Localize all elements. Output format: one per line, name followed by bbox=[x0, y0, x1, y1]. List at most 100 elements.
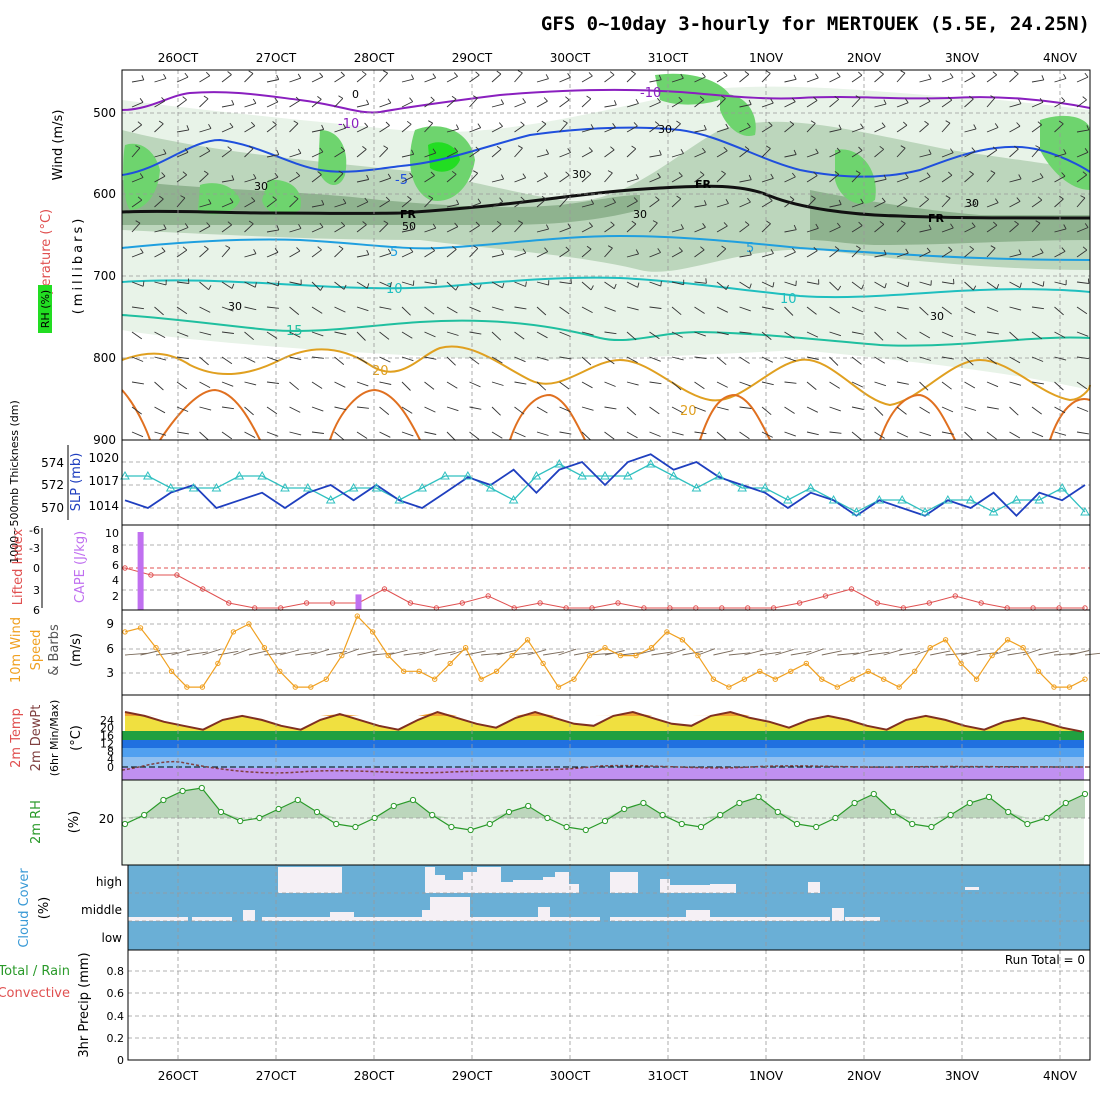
wind-barb bbox=[581, 306, 593, 313]
wind10-point bbox=[586, 652, 593, 659]
wind-barb bbox=[334, 98, 344, 108]
wind-barb-flag bbox=[141, 75, 145, 81]
upper-y-ticks: 500 600 700 800 900 bbox=[93, 106, 116, 447]
rh-label-30-b: 30 bbox=[572, 168, 586, 181]
wind-barb-flag bbox=[499, 197, 504, 202]
temp-label-10-b: 10 bbox=[780, 292, 797, 307]
temp2m-tick: 24 bbox=[100, 714, 114, 727]
wind-barb bbox=[896, 223, 906, 233]
wind-barb bbox=[536, 251, 548, 258]
wind-barb bbox=[131, 147, 141, 158]
wind10-point bbox=[989, 652, 995, 659]
wind-barb bbox=[221, 356, 233, 365]
wind-barb bbox=[536, 228, 549, 233]
wind-barb-flag bbox=[1063, 149, 1067, 154]
wind10-point bbox=[277, 668, 283, 674]
thickness-point bbox=[234, 470, 245, 480]
wind-barb bbox=[289, 431, 302, 436]
temp2m-ylabel-unit: (°C) bbox=[69, 725, 84, 751]
wind-barb bbox=[896, 124, 908, 133]
wind-barb bbox=[1009, 73, 1019, 83]
wind-barb-flag bbox=[231, 175, 235, 181]
wind-barb bbox=[379, 177, 391, 183]
wind-barb bbox=[986, 406, 999, 410]
wind-barb bbox=[289, 100, 300, 108]
wind-barb-flag bbox=[298, 223, 302, 229]
wind-barb bbox=[716, 306, 728, 313]
wind-barb-flag bbox=[362, 221, 367, 225]
wind-barb bbox=[604, 172, 613, 183]
wind-barb bbox=[604, 149, 615, 158]
wind10-point bbox=[555, 684, 562, 690]
wind-barb bbox=[649, 124, 660, 133]
wind-barb bbox=[536, 198, 547, 208]
wind-barb-flag bbox=[590, 199, 594, 205]
wind-barb bbox=[896, 177, 909, 183]
wind-barb bbox=[1031, 356, 1044, 362]
wind-barb bbox=[694, 249, 705, 258]
wind-barb bbox=[356, 306, 369, 312]
wind-barb bbox=[829, 356, 839, 366]
wind10-barb bbox=[279, 649, 300, 656]
wind-barb-flag bbox=[361, 70, 367, 75]
wind-barb-flag bbox=[455, 124, 460, 130]
cloud-grid bbox=[128, 865, 1090, 950]
wind-barb bbox=[784, 124, 795, 133]
wind-barb bbox=[469, 356, 480, 365]
precip-tick: 0.4 bbox=[107, 1010, 125, 1023]
wind-barb-flag bbox=[770, 173, 774, 179]
wind-barb bbox=[334, 331, 347, 335]
wind-barb bbox=[829, 98, 839, 108]
precip-tick: 0.6 bbox=[107, 987, 125, 1000]
wind10-barb bbox=[310, 648, 330, 656]
wind-barb bbox=[154, 78, 167, 83]
wind-barb bbox=[1054, 331, 1066, 338]
wind-barb bbox=[829, 174, 840, 183]
wind-barb bbox=[266, 356, 279, 362]
wind-barb bbox=[199, 75, 211, 83]
wind10-point bbox=[246, 621, 252, 627]
wind-barb-flag bbox=[789, 196, 795, 200]
time-label-top: 28OCT bbox=[354, 51, 395, 65]
wind-barb bbox=[514, 199, 525, 208]
rh2m-point bbox=[525, 802, 532, 810]
wind-barb-flag bbox=[456, 199, 460, 205]
wind-barb-flag bbox=[161, 172, 166, 177]
li-point bbox=[848, 586, 855, 592]
wind-barb-flag bbox=[770, 248, 774, 254]
li-point bbox=[200, 586, 206, 592]
wind10-point bbox=[493, 668, 500, 674]
wind-barb-flag bbox=[654, 121, 660, 126]
wind-barb bbox=[1076, 331, 1089, 337]
li-point bbox=[459, 600, 465, 606]
wind-barb bbox=[761, 148, 771, 158]
wind-barb-flag bbox=[1018, 99, 1022, 104]
wind-barb-flag bbox=[567, 223, 572, 228]
wind-barb-flag bbox=[744, 146, 750, 150]
wind-barb-flag bbox=[430, 171, 435, 176]
wind-barb bbox=[514, 406, 525, 415]
li-point bbox=[226, 600, 232, 606]
wind-barb bbox=[176, 76, 189, 83]
rh2m-point bbox=[947, 811, 954, 819]
wind-barb-flag bbox=[364, 197, 369, 203]
li-point bbox=[174, 572, 180, 578]
wind-barb-flag bbox=[475, 146, 480, 151]
wind-barb bbox=[716, 248, 727, 258]
wind-barb bbox=[446, 128, 459, 133]
wind-barb bbox=[716, 173, 726, 183]
wind-barb bbox=[694, 174, 705, 183]
time-label-bottom: 31OCT bbox=[648, 1069, 689, 1083]
wind10-point bbox=[1051, 684, 1057, 690]
wind-barb-flag bbox=[633, 122, 638, 127]
wind-barb bbox=[671, 175, 683, 183]
wind-barb-flag bbox=[522, 173, 527, 178]
wind-barb bbox=[739, 126, 751, 133]
wind-barb bbox=[514, 177, 526, 183]
wind-barb bbox=[784, 381, 797, 384]
wind-barb bbox=[154, 281, 167, 286]
wind-barb bbox=[1031, 79, 1044, 83]
cloud-block bbox=[470, 917, 600, 921]
wind10-point bbox=[726, 684, 732, 690]
wind10-point bbox=[1035, 668, 1042, 674]
